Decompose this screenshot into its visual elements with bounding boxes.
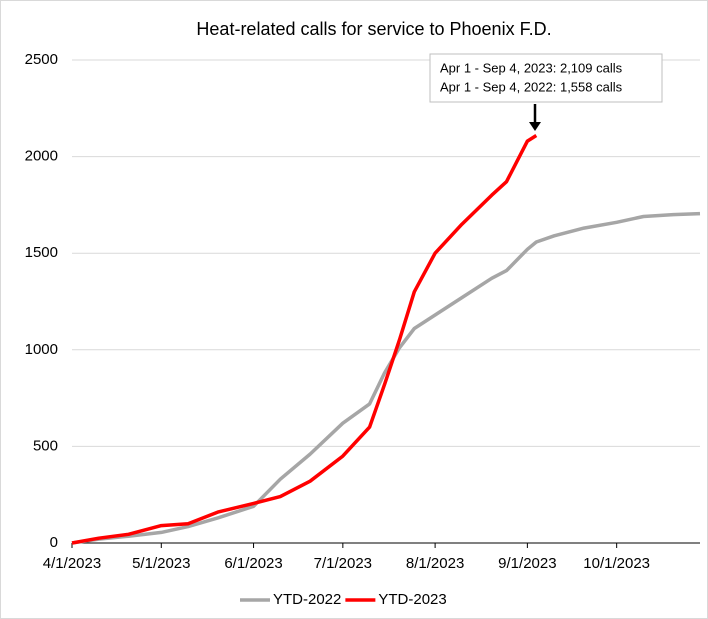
series-line [71,134,538,545]
x-tick-label: 9/1/2023 [498,555,556,572]
x-tick-label: 6/1/2023 [224,555,282,572]
annotation-text: Apr 1 - Sep 4, 2022: 1,558 calls [440,79,623,94]
lines [71,134,701,545]
y-tick-label: 1000 [25,341,58,358]
y-tick-label: 2500 [25,51,58,68]
x-tick-label: 4/1/2023 [43,555,101,572]
x-tick-label: 8/1/2023 [406,555,464,572]
annotation-text: Apr 1 - Sep 4, 2023: 2,109 calls [440,60,623,75]
y-tick-label: 2000 [25,148,58,165]
y-tick-label: 0 [50,534,58,551]
legend-label: YTD-2023 [378,591,446,608]
x-tick-label: 5/1/2023 [132,555,190,572]
annotation-box [429,53,663,103]
annotation-arrowhead [529,122,541,131]
grid: 0 500 1000 1500 2000 2500 4/1/2023 5/1/2023 6/1/… [25,51,700,572]
x-tick-label: 10/1/2023 [583,555,650,572]
chart-title: Heat-related calls for service to Phoeni… [196,19,551,39]
y-tick-label: 500 [33,437,58,454]
legend-label: YTD-2022 [273,591,341,608]
y-tick-label: 1500 [25,244,58,261]
legend: YTD-2022 YTD-2023 [240,591,447,608]
series-line [71,211,701,545]
x-tick-label: 7/1/2023 [314,555,372,572]
